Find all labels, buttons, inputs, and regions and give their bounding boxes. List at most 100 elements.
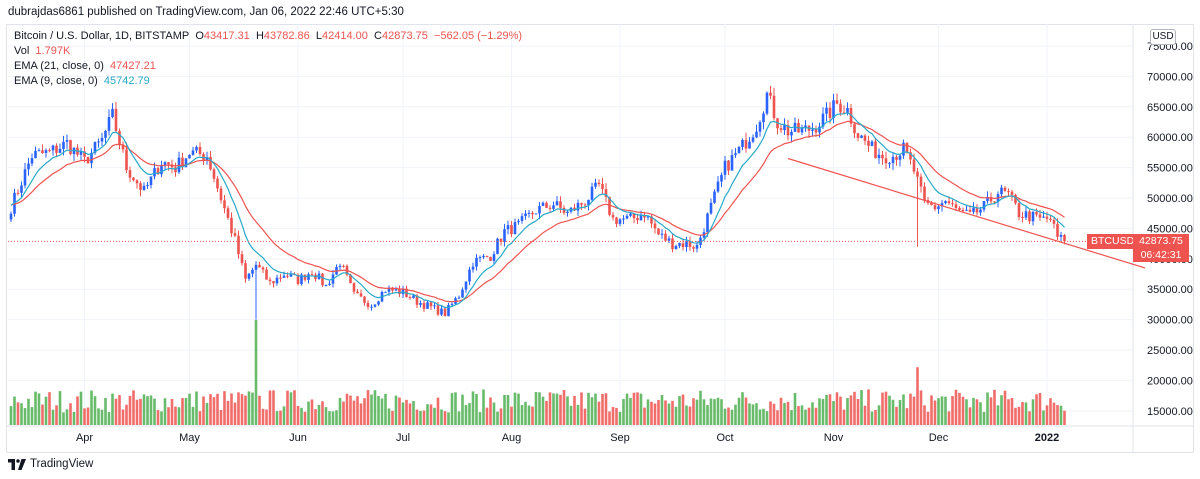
candle[interactable] (769, 92, 772, 96)
candle[interactable] (685, 241, 688, 248)
candle[interactable] (223, 200, 226, 209)
candle[interactable] (916, 171, 919, 177)
candle[interactable] (870, 141, 874, 146)
candle[interactable] (307, 274, 310, 280)
candle[interactable] (681, 243, 685, 248)
currency-badge[interactable]: USD (1150, 29, 1176, 45)
candle[interactable] (611, 214, 615, 218)
candle[interactable] (251, 269, 254, 274)
candle[interactable] (433, 305, 436, 307)
candle[interactable] (457, 297, 461, 299)
candle[interactable] (16, 192, 20, 194)
candle[interactable] (450, 303, 454, 305)
candle[interactable] (1024, 211, 1028, 218)
candle[interactable] (597, 182, 601, 184)
candle[interactable] (1042, 216, 1045, 218)
candle[interactable] (272, 281, 275, 284)
candle[interactable] (184, 158, 188, 167)
candle[interactable] (730, 155, 734, 171)
candle[interactable] (881, 154, 884, 159)
candle[interactable] (678, 243, 681, 246)
candle[interactable] (265, 269, 268, 280)
candle[interactable] (657, 228, 660, 235)
candle[interactable] (986, 196, 989, 202)
candle[interactable] (748, 141, 751, 149)
candle[interactable] (135, 180, 139, 184)
candle[interactable] (594, 182, 597, 187)
candle[interactable] (48, 150, 51, 152)
candle[interactable] (188, 154, 191, 159)
candle[interactable] (709, 202, 713, 214)
candle[interactable] (804, 125, 807, 129)
candle[interactable] (1017, 203, 1021, 218)
candle[interactable] (128, 170, 132, 178)
candle[interactable] (461, 289, 464, 298)
candle[interactable] (860, 135, 863, 138)
candle[interactable] (321, 273, 324, 286)
candle[interactable] (608, 196, 611, 215)
candle[interactable] (930, 202, 933, 206)
ema9-line[interactable] (10, 111, 1065, 309)
candle[interactable] (835, 100, 839, 104)
candle[interactable] (856, 133, 860, 138)
candle[interactable] (153, 168, 156, 177)
candle[interactable] (968, 209, 972, 212)
candle[interactable] (1052, 220, 1056, 224)
candle[interactable] (363, 296, 366, 303)
candle[interactable] (289, 274, 293, 277)
candle[interactable] (482, 255, 485, 258)
candle[interactable] (580, 202, 583, 205)
candle[interactable] (408, 297, 412, 299)
candle[interactable] (1003, 187, 1007, 192)
candle[interactable] (352, 283, 356, 292)
candle[interactable] (44, 150, 48, 153)
candle[interactable] (902, 142, 905, 156)
candle[interactable] (618, 219, 622, 224)
candle[interactable] (9, 213, 13, 220)
candle[interactable] (443, 308, 447, 317)
candle[interactable] (436, 305, 440, 315)
candle[interactable] (884, 158, 888, 164)
candle[interactable] (814, 129, 818, 133)
candle[interactable] (464, 281, 468, 290)
candle[interactable] (279, 277, 282, 279)
candle[interactable] (534, 213, 538, 215)
trend-line[interactable] (787, 157, 1146, 269)
candle[interactable] (387, 287, 391, 292)
candle[interactable] (1035, 211, 1038, 215)
candle[interactable] (111, 108, 114, 118)
candle[interactable] (114, 108, 118, 131)
candle[interactable] (545, 202, 548, 208)
candle[interactable] (83, 151, 86, 157)
candle[interactable] (720, 174, 723, 182)
candle[interactable] (65, 140, 69, 142)
candle[interactable] (121, 144, 125, 150)
candle[interactable] (751, 137, 755, 142)
candle[interactable] (485, 255, 489, 258)
candle[interactable] (891, 156, 895, 164)
candle[interactable] (961, 209, 965, 211)
candle[interactable] (993, 201, 996, 203)
candle[interactable] (167, 162, 170, 165)
candle[interactable] (506, 225, 510, 230)
candle[interactable] (755, 131, 758, 138)
candle[interactable] (233, 233, 237, 236)
candle[interactable] (849, 108, 853, 124)
candle[interactable] (366, 302, 370, 307)
candle[interactable] (1045, 216, 1049, 219)
candle[interactable] (562, 207, 566, 213)
candle[interactable] (601, 183, 604, 190)
candle[interactable] (492, 254, 496, 261)
candle[interactable] (898, 155, 902, 160)
candle[interactable] (90, 152, 93, 164)
candle[interactable] (139, 183, 142, 190)
candle[interactable] (282, 275, 286, 278)
candle[interactable] (541, 202, 545, 206)
candle[interactable] (34, 150, 37, 159)
candle[interactable] (692, 247, 695, 249)
candle[interactable] (440, 308, 443, 315)
candle[interactable] (496, 238, 499, 255)
candle[interactable] (1021, 217, 1024, 219)
candle[interactable] (909, 152, 912, 160)
